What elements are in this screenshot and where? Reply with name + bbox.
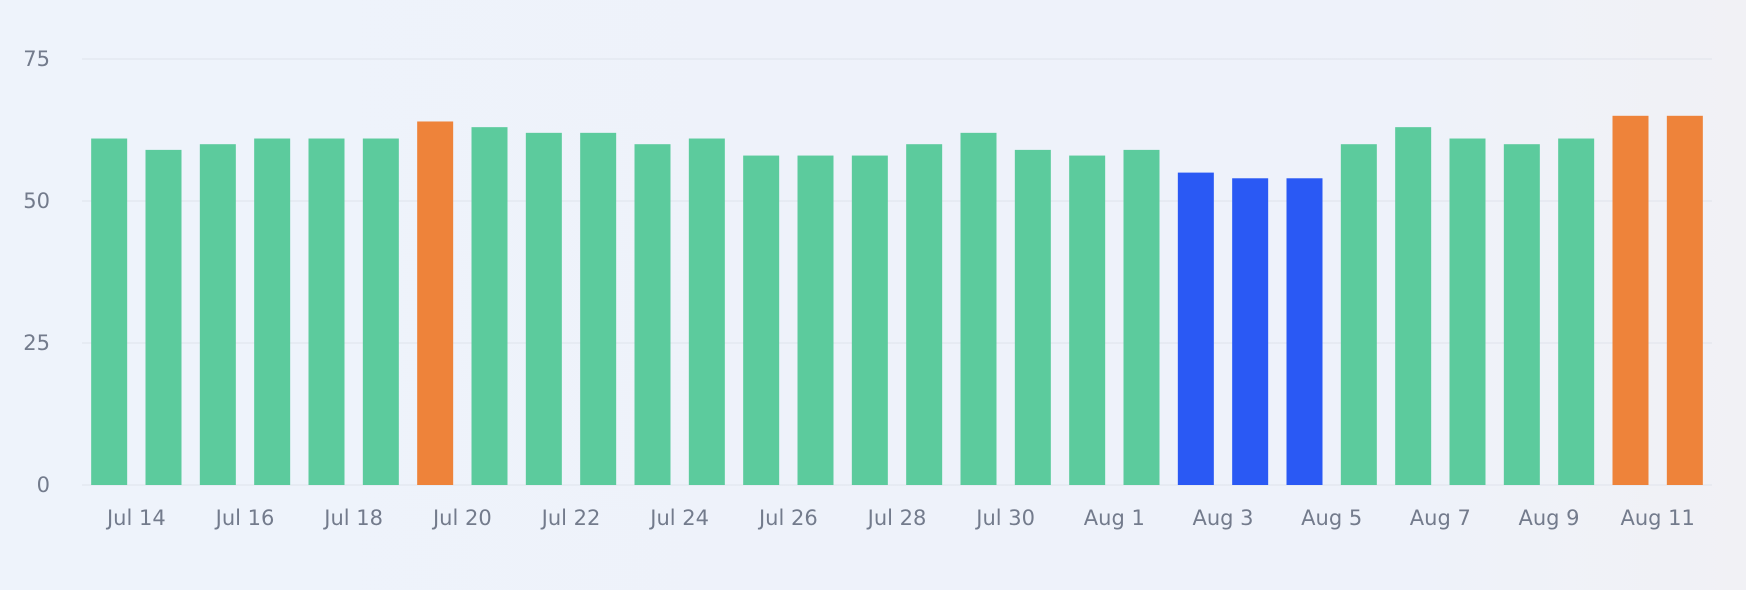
bar-jul-22[interactable] xyxy=(580,132,617,485)
y-tick-label: 75 xyxy=(23,47,50,71)
x-tick-label: Jul 26 xyxy=(757,506,818,530)
bar-aug-8[interactable] xyxy=(1503,144,1540,485)
bar-jul-27[interactable] xyxy=(851,155,888,485)
x-tick-label: Jul 30 xyxy=(974,506,1035,530)
x-tick-label: Jul 22 xyxy=(540,506,601,530)
bar-jul-18[interactable] xyxy=(362,138,399,485)
x-tick-label: Jul 20 xyxy=(431,506,492,530)
bar-jul-21[interactable] xyxy=(525,132,562,485)
bar-aug-9[interactable] xyxy=(1558,138,1595,485)
x-tick-label: Jul 16 xyxy=(214,506,275,530)
bar-jul-14[interactable] xyxy=(145,149,182,485)
x-tick-label: Aug 1 xyxy=(1084,506,1145,530)
bar-jul-31[interactable] xyxy=(1069,155,1106,485)
bar-jul-26[interactable] xyxy=(797,155,834,485)
y-tick-label: 50 xyxy=(23,189,50,213)
bar-aug-1[interactable] xyxy=(1123,149,1160,485)
bar-jul-13[interactable] xyxy=(91,138,128,485)
x-tick-label: Aug 7 xyxy=(1410,506,1471,530)
x-tick-label: Jul 14 xyxy=(105,506,166,530)
bar-jul-19[interactable] xyxy=(417,121,454,485)
bar-jul-20[interactable] xyxy=(471,127,508,485)
x-tick-label: Aug 5 xyxy=(1301,506,1362,530)
bar-jul-29[interactable] xyxy=(960,132,997,485)
bar-jul-16[interactable] xyxy=(254,138,291,485)
bar-aug-10[interactable] xyxy=(1612,115,1649,486)
bar-jul-30[interactable] xyxy=(1014,149,1051,485)
bar-aug-4[interactable] xyxy=(1286,178,1323,485)
x-tick-label: Aug 11 xyxy=(1620,506,1694,530)
bar-aug-2[interactable] xyxy=(1177,172,1214,485)
y-tick-label: 0 xyxy=(37,473,50,497)
bar-aug-11[interactable] xyxy=(1666,115,1703,486)
bar-aug-7[interactable] xyxy=(1449,138,1486,485)
bar-jul-15[interactable] xyxy=(199,144,236,485)
x-tick-label: Jul 24 xyxy=(648,506,709,530)
x-tick-label: Jul 18 xyxy=(322,506,383,530)
bar-jul-23[interactable] xyxy=(634,144,671,485)
y-tick-label: 25 xyxy=(23,331,50,355)
x-tick-label: Jul 28 xyxy=(866,506,927,530)
bar-jul-25[interactable] xyxy=(743,155,780,485)
bar-aug-5[interactable] xyxy=(1340,144,1377,485)
bar-aug-6[interactable] xyxy=(1395,127,1432,485)
bar-jul-24[interactable] xyxy=(688,138,725,485)
bar-jul-28[interactable] xyxy=(906,144,943,485)
x-tick-label: Aug 9 xyxy=(1518,506,1579,530)
bar-aug-3[interactable] xyxy=(1232,178,1269,485)
bar-jul-17[interactable] xyxy=(308,138,345,485)
x-tick-label: Aug 3 xyxy=(1192,506,1253,530)
